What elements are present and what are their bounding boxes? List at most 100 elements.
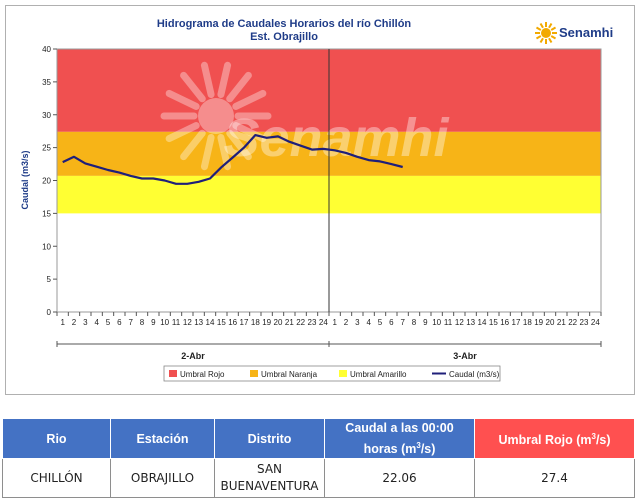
- y-axis-label: Caudal (m3/s): [20, 150, 30, 209]
- watermark-ray: [200, 133, 215, 171]
- legend-box: [163, 365, 501, 382]
- header-estacion: Estación: [110, 417, 215, 460]
- cell-rio: CHILLÓN: [2, 458, 111, 499]
- y-tick-label: 30: [42, 111, 51, 120]
- watermark-ray: [180, 129, 206, 161]
- x-tick-label: 8: [140, 318, 145, 327]
- x-tick-label: 4: [366, 318, 371, 327]
- x-tick-label: 18: [523, 318, 532, 327]
- x-tick-label: 16: [228, 318, 237, 327]
- logo-text: Senamhi: [559, 25, 613, 40]
- summary-table-wrap: Rio Estación Distrito Caudal a las 00:00…: [2, 417, 635, 499]
- watermark-ray: [165, 89, 200, 110]
- x-tick-label: 23: [308, 318, 317, 327]
- x-tick-label: 21: [557, 318, 566, 327]
- watermark-ray: [200, 61, 215, 99]
- chart-frame: Hidrograma de Caudales Horarios del río …: [5, 5, 635, 395]
- watermark-ray: [226, 71, 252, 103]
- x-tick-label: 18: [251, 318, 260, 327]
- x-tick-label: 20: [546, 318, 555, 327]
- header-distrito: Distrito: [214, 417, 325, 460]
- x-tick-label: 2: [344, 318, 349, 327]
- cell-estacion: OBRAJILLO: [110, 458, 215, 499]
- y-tick-label: 10: [42, 242, 51, 251]
- x-tick-label: 7: [128, 318, 133, 327]
- watermark-ray: [165, 122, 200, 143]
- header-umbral-rojo: Umbral Rojo (m3/s): [474, 417, 635, 460]
- x-tick-label: 14: [206, 318, 215, 327]
- y-tick-label: 35: [42, 78, 51, 87]
- x-tick-label: 12: [183, 318, 192, 327]
- x-tick-label: 5: [106, 318, 111, 327]
- x-tick-label: 3: [355, 318, 360, 327]
- x-tick-label: 19: [534, 318, 543, 327]
- x-tick-label: 24: [591, 318, 600, 327]
- header-umbral-unit: /s): [595, 433, 611, 448]
- logo-sun-ray: [548, 22, 553, 29]
- x-tick-label: 2: [72, 318, 77, 327]
- chart-subtitle: Est. Obrajillo: [250, 31, 318, 43]
- day-label: 3-Abr: [453, 351, 477, 361]
- x-tick-label: 22: [296, 318, 305, 327]
- x-tick-label: 7: [400, 318, 405, 327]
- x-tick-label: 9: [423, 318, 428, 327]
- watermark-sun-icon: [198, 98, 234, 134]
- x-tick-label: 8: [412, 318, 417, 327]
- x-tick-label: 15: [217, 318, 226, 327]
- series-line-caudal: [62, 134, 403, 185]
- chart-title: Hidrograma de Caudales Horarios del río …: [157, 18, 412, 30]
- legend-label: Umbral Amarillo: [350, 370, 407, 379]
- header-caudal-text: Caudal a las 00:00 horas (m: [345, 421, 454, 457]
- y-tick-label: 5: [47, 275, 52, 284]
- header-caudal-sup: 3: [416, 441, 421, 450]
- legend-swatch: [169, 370, 177, 377]
- hydrograph-chart: Hidrograma de Caudales Horarios del río …: [20, 18, 613, 382]
- watermark-ray: [180, 71, 206, 103]
- cell-umbral: 27.4: [474, 458, 635, 499]
- x-tick-label: 23: [580, 318, 589, 327]
- x-tick-label: 13: [194, 318, 203, 327]
- cell-caudal: 22.06: [324, 458, 475, 499]
- x-tick-label: 16: [500, 318, 509, 327]
- legend-label: Umbral Naranja: [261, 370, 318, 379]
- x-tick-label: 1: [332, 318, 337, 327]
- x-tick-label: 13: [466, 318, 475, 327]
- x-tick-label: 10: [432, 318, 441, 327]
- x-tick-label: 17: [512, 318, 521, 327]
- legend-label: Umbral Rojo: [180, 370, 225, 379]
- y-tick-label: 20: [42, 177, 51, 186]
- x-tick-label: 11: [172, 318, 181, 327]
- x-tick-label: 15: [489, 318, 498, 327]
- watermark-text: Senamhi: [223, 108, 449, 168]
- cell-distrito: SAN BUENAVENTURA: [214, 458, 325, 499]
- logo-sun-ray: [535, 35, 542, 40]
- x-tick-label: 3: [83, 318, 88, 327]
- logo-sun-ray: [539, 37, 544, 44]
- summary-table: Rio Estación Distrito Caudal a las 00:00…: [2, 417, 635, 499]
- x-tick-label: 4: [94, 318, 99, 327]
- x-tick-label: 20: [274, 318, 283, 327]
- legend-swatch: [339, 370, 347, 377]
- x-tick-label: 1: [60, 318, 65, 327]
- y-tick-label: 25: [42, 144, 51, 153]
- x-tick-label: 11: [444, 318, 453, 327]
- x-tick-label: 24: [319, 318, 328, 327]
- x-tick-label: 6: [389, 318, 394, 327]
- header-umbral-text: Umbral Rojo (m: [498, 433, 592, 448]
- day-label: 2-Abr: [181, 351, 205, 361]
- logo-sun-ray: [535, 26, 542, 31]
- x-tick-label: 14: [478, 318, 487, 327]
- y-tick-label: 40: [42, 45, 51, 54]
- x-tick-label: 6: [117, 318, 122, 327]
- logo-sun-icon: [541, 28, 551, 38]
- x-tick-label: 10: [160, 318, 169, 327]
- watermark-ray: [217, 61, 232, 99]
- header-caudal: Caudal a las 00:00 horas (m3/s): [324, 417, 475, 460]
- logo-sun-ray: [550, 35, 557, 40]
- legend-swatch: [250, 370, 258, 377]
- y-tick-label: 0: [47, 308, 52, 317]
- x-tick-label: 22: [568, 318, 577, 327]
- y-tick-label: 15: [42, 209, 51, 218]
- logo-sun-ray: [550, 26, 557, 31]
- x-tick-label: 21: [285, 318, 294, 327]
